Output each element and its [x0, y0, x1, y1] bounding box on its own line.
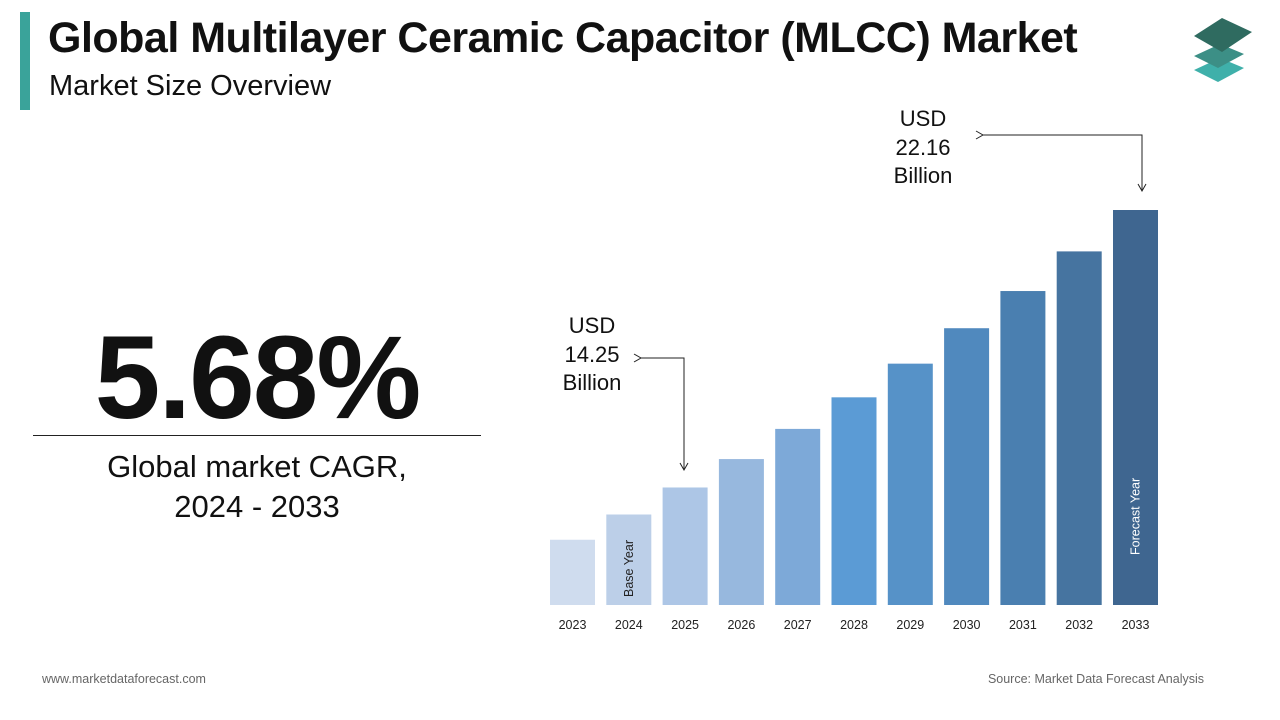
x-tick-label: 2032: [1065, 618, 1093, 632]
bar-2032: [1056, 251, 1102, 605]
bar-2028: [831, 397, 877, 605]
annotation-value: 14.25: [564, 341, 620, 367]
annotation-value: 22.16: [895, 134, 951, 160]
annotation-line: USD: [899, 106, 947, 131]
cagr-label-line2: 2024 - 2033: [174, 489, 340, 524]
x-tick-label: 2028: [840, 618, 868, 632]
annotation-line: USD: [568, 313, 616, 338]
x-tick-label: 2033: [1122, 618, 1150, 632]
annotation-line: Billion: [562, 370, 622, 395]
bar-2029: [887, 363, 933, 605]
x-tick-label: 2027: [784, 618, 812, 632]
bar-2033: [1113, 210, 1158, 605]
cagr-label: Global market CAGR, 2024 - 2033: [33, 447, 481, 527]
title-accent-bar: [20, 12, 30, 110]
bar-label: Base Year: [622, 540, 636, 597]
x-tick-label: 2023: [559, 618, 587, 632]
annotation-arrow-2025: [633, 353, 689, 472]
divider: [33, 435, 481, 436]
page-subtitle: Market Size Overview: [49, 70, 332, 102]
footer-source: Source: Market Data Forecast Analysis: [987, 672, 1204, 686]
x-tick-label: 2030: [953, 618, 981, 632]
cagr-label-line1: Global market CAGR,: [107, 449, 407, 484]
x-tick-label: 2025: [671, 618, 699, 632]
annotation-2033: USD 22.16 Billion: [863, 105, 983, 191]
bar-2027: [775, 428, 821, 605]
annotation-arrow-2033: [975, 130, 1147, 193]
bar-label: Forecast Year: [1129, 478, 1143, 555]
x-tick-label: 2031: [1009, 618, 1037, 632]
stacked-layers-icon: [1194, 18, 1252, 82]
annotation-line: Billion: [893, 163, 953, 188]
bar-2026: [718, 459, 764, 605]
footer-website[interactable]: www.marketdataforecast.com: [42, 672, 206, 686]
x-tick-label: 2026: [727, 618, 755, 632]
annotation-2025: USD 14.25 Billion: [532, 312, 652, 398]
bar-2025: [662, 487, 708, 605]
page-title: Global Multilayer Ceramic Capacitor (MLC…: [48, 14, 1078, 62]
bar-2023: [550, 539, 595, 605]
bar-2024: [606, 514, 652, 605]
bar-2030: [944, 328, 990, 605]
cagr-value: 5.68%: [94, 312, 422, 444]
x-tick-label: 2024: [615, 618, 643, 632]
x-tick-label: 2029: [896, 618, 924, 632]
bar-2031: [1000, 291, 1046, 605]
